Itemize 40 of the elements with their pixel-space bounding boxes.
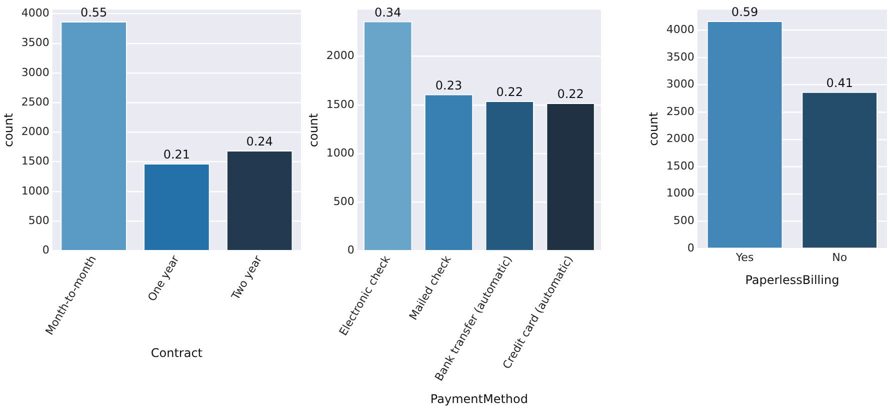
annotation: 0.23 bbox=[435, 78, 462, 92]
annotation: 0.59 bbox=[731, 5, 758, 20]
y-tick-label: 3500 bbox=[666, 50, 694, 64]
y-tick-label: 500 bbox=[333, 195, 354, 208]
x-tick-label: Yes bbox=[734, 250, 754, 264]
annotation: 0.55 bbox=[80, 6, 108, 20]
y-tick-label: 500 bbox=[673, 214, 694, 227]
y-tick-label: 0 bbox=[687, 241, 694, 254]
y-tick-label: 3500 bbox=[21, 36, 50, 50]
y-tick-label: 3000 bbox=[21, 66, 50, 79]
y-tick-label: 500 bbox=[28, 214, 50, 227]
y-tick-label: 1000 bbox=[666, 186, 694, 200]
x-axis-title: PaymentMethod bbox=[430, 392, 528, 406]
y-tick-label: 4000 bbox=[666, 23, 694, 36]
y-axis-title: count bbox=[646, 112, 660, 146]
y-tick-label: 1000 bbox=[326, 146, 354, 160]
y-tick-label: 2500 bbox=[21, 95, 50, 108]
annotation: 0.22 bbox=[557, 87, 584, 102]
y-tick-label: 1500 bbox=[666, 159, 694, 172]
annotation: 0.24 bbox=[246, 134, 273, 149]
x-tick-label: No bbox=[832, 250, 848, 264]
y-tick-label: 1500 bbox=[326, 98, 354, 111]
y-tick-label: 1000 bbox=[21, 184, 50, 198]
annotation: 0.34 bbox=[374, 5, 402, 20]
y-tick-label: 2000 bbox=[666, 132, 694, 146]
y-tick-label: 4000 bbox=[21, 6, 50, 20]
x-axis-title: Contract bbox=[150, 346, 203, 360]
y-tick-label: 2000 bbox=[21, 125, 50, 138]
y-tick-label: 3000 bbox=[666, 78, 694, 91]
annotation: 0.21 bbox=[163, 148, 190, 162]
annotation: 0.41 bbox=[826, 76, 853, 90]
y-tick-label: 0 bbox=[42, 243, 50, 256]
annotation: 0.22 bbox=[496, 85, 524, 100]
y-axis-title: count bbox=[1, 112, 16, 148]
y-tick-label: 1500 bbox=[21, 154, 50, 168]
y-tick-label: 2500 bbox=[666, 104, 694, 118]
y-tick-label: 0 bbox=[347, 244, 354, 257]
x-axis-title: PaperlessBilling bbox=[745, 272, 840, 287]
y-axis-title: count bbox=[306, 112, 320, 148]
y-tick-label: 2000 bbox=[326, 49, 354, 62]
